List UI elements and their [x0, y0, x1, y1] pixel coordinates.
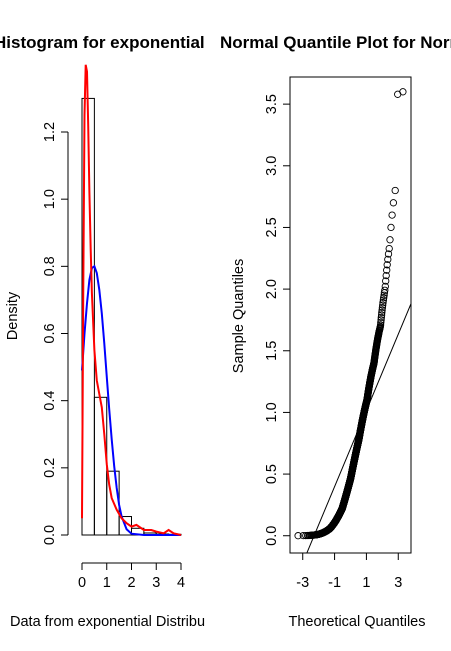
qq-point [392, 187, 398, 193]
qq-x-tick-label: -1 [328, 575, 341, 591]
qq-y-tick-label: 3.0 [264, 156, 280, 176]
histogram-x-tick-label: 1 [103, 575, 111, 591]
qq-point [400, 89, 406, 95]
histogram-x-tick-label: 0 [78, 575, 86, 591]
histogram-y-tick-label: 0.4 [42, 391, 58, 411]
qq-point [389, 212, 395, 218]
qq-y-tick-label: 0.5 [264, 464, 280, 484]
histogram-y-tick-label: 1.0 [42, 189, 58, 209]
histogram-y-label: Density [5, 291, 21, 340]
qq-x-tick-label: 1 [362, 575, 370, 591]
qq-y-tick-label: 1.0 [264, 402, 280, 422]
histogram-x-tick-label: 2 [127, 575, 135, 591]
qq-reference-line-group [290, 304, 411, 594]
qq-points [295, 89, 406, 539]
histogram-x-tick-label: 4 [177, 575, 185, 591]
qq-y-label: Sample Quantiles [231, 259, 247, 373]
qq-x-ticks: -3 -1 1 3 [296, 553, 402, 591]
histogram-bar [94, 397, 106, 535]
qq-reference-line [290, 304, 411, 594]
qq-x-tick-label: -3 [296, 575, 309, 591]
histogram-y-tick-label: 0.6 [42, 323, 58, 343]
histogram-y-tick-label: 0.0 [42, 525, 58, 545]
qq-point [388, 224, 394, 230]
histogram-y-ticks: 0.0 0.2 0.4 0.6 0.8 1.0 1.2 [42, 122, 68, 545]
qq-point [390, 200, 396, 206]
histogram-panel: Histogram for exponential 0.00.20.40.60.… [0, 33, 205, 630]
histogram-plot-area [79, 77, 185, 553]
histogram-bars [82, 98, 181, 535]
qq-y-ticks: 0.0 0.5 1.0 1.5 2.0 2.5 3.0 3.5 [264, 94, 290, 546]
qq-panel: Normal Quantile Plot for Norm 0.0 0.5 1.0 1… [220, 33, 451, 630]
qq-y-tick-label: 0.0 [264, 526, 280, 546]
normal-density-curve [82, 266, 181, 535]
qq-y-tick-label: 2.0 [264, 279, 280, 299]
qq-y-tick-label: 3.5 [264, 94, 280, 114]
qq-title: Normal Quantile Plot for Norm [220, 33, 451, 52]
histogram-x-tick-label: 3 [152, 575, 160, 591]
qq-x-tick-label: 3 [394, 575, 402, 591]
histogram-y-tick-label: 1.2 [42, 122, 58, 142]
histogram-title: Histogram for exponential [0, 33, 205, 52]
histogram-x-label: Data from exponential Distribu [10, 614, 205, 630]
qq-x-label: Theoretical Quantiles [288, 614, 425, 630]
histogram-y-tick-label: 0.2 [42, 458, 58, 478]
kernel-density-curve [82, 65, 181, 535]
qq-y-tick-label: 2.5 [264, 217, 280, 237]
histogram-y-tick-label: 0.8 [42, 256, 58, 276]
qq-point [387, 237, 393, 243]
qq-y-tick-label: 1.5 [264, 341, 280, 361]
